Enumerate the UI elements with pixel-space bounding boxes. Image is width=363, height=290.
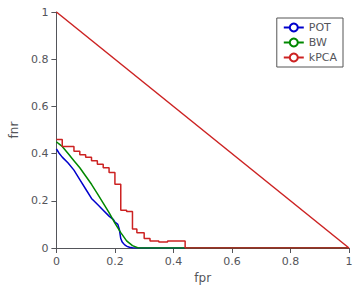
svg-text:1: 1 [41, 6, 48, 19]
svg-text:kPCA: kPCA [309, 51, 338, 64]
svg-text:0: 0 [53, 255, 60, 268]
svg-text:BW: BW [309, 36, 327, 49]
svg-text:0.2: 0.2 [31, 194, 49, 207]
svg-text:0.4: 0.4 [31, 147, 49, 160]
svg-text:fnr: fnr [7, 122, 21, 139]
svg-text:POT: POT [309, 21, 331, 34]
svg-text:0.8: 0.8 [31, 53, 49, 66]
svg-text:0: 0 [41, 242, 48, 255]
svg-text:0.4: 0.4 [165, 255, 183, 268]
svg-text:fpr: fpr [194, 271, 211, 285]
svg-text:0.2: 0.2 [106, 255, 124, 268]
svg-text:0.6: 0.6 [31, 100, 49, 113]
svg-text:0.8: 0.8 [282, 255, 300, 268]
svg-text:1: 1 [346, 255, 353, 268]
svg-text:0.6: 0.6 [223, 255, 241, 268]
